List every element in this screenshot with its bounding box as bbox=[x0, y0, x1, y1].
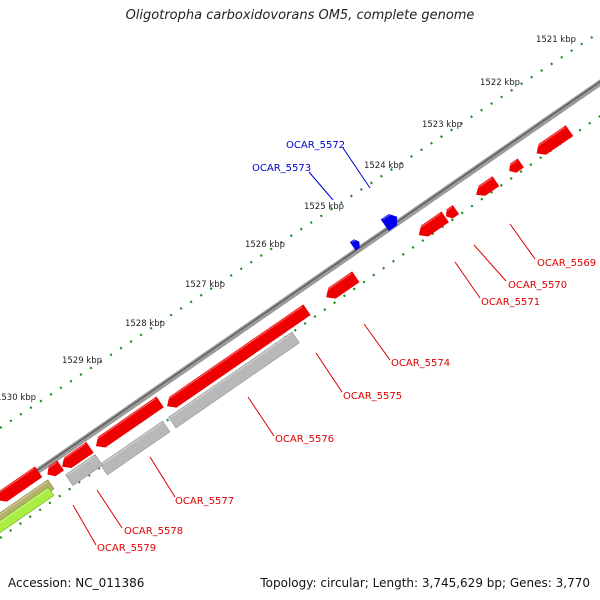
leader-ocar-5577 bbox=[149, 456, 176, 498]
leader-ocar-5576 bbox=[247, 396, 275, 437]
gene-label: OCAR_5579 bbox=[97, 543, 156, 554]
leader-ocar-5575 bbox=[315, 352, 343, 393]
gene-gray-long-shape bbox=[168, 331, 300, 429]
kbp-ticks: 1521 kbp 1522 kbp 1523 kbp 1524 kbp 1525 kbp… bbox=[0, 35, 576, 403]
gene-label: OCAR_5572 bbox=[286, 140, 345, 151]
kbp-tick-label: 1526 kbp bbox=[245, 240, 285, 250]
gene-ocar-5579-shape bbox=[0, 466, 43, 502]
kbp-tick-label: 1522 kbp bbox=[480, 78, 520, 88]
kbp-tick-label: 1527 kbp bbox=[185, 280, 225, 290]
leader-ocar-5579 bbox=[72, 504, 97, 546]
gene-ocar-5576-shape bbox=[94, 396, 164, 448]
leader-ocar-5572 bbox=[342, 147, 371, 189]
gene-labels: OCAR_5572 OCAR_5573 OCAR_5569 OCAR_5570 OCAR… bbox=[97, 140, 596, 554]
gene-ocar-5569b-shape bbox=[417, 211, 449, 237]
kbp-tick-label: 1529 kbp bbox=[62, 356, 102, 366]
gene-label: OCAR_5571 bbox=[481, 297, 540, 308]
leader-ocar-5570 bbox=[473, 244, 507, 282]
kbp-tick-label: 1524 kbp bbox=[364, 161, 404, 171]
kbp-tick-label: 1530 kbp bbox=[0, 393, 36, 403]
gene-label: OCAR_5576 bbox=[275, 434, 334, 445]
gene-ocar-5571b-shape bbox=[444, 205, 460, 219]
gene-label: OCAR_5577 bbox=[175, 496, 234, 507]
gene-ocar-5570-shape bbox=[508, 158, 524, 173]
topology-text: Topology: circular; Length: 3,745,629 bp… bbox=[260, 576, 590, 590]
outer-scale-line bbox=[0, 31, 600, 429]
leader-ocar-5578 bbox=[96, 489, 123, 529]
gene-label: OCAR_5578 bbox=[124, 526, 183, 537]
leader-ocar-5573 bbox=[308, 171, 334, 201]
gene-features bbox=[0, 125, 574, 548]
gene-ocar-5573-shape bbox=[349, 239, 360, 251]
leader-ocar-5569 bbox=[509, 223, 536, 260]
kbp-tick-label: 1525 kbp bbox=[304, 202, 344, 212]
leader-ocar-5571 bbox=[454, 261, 481, 299]
gene-label: OCAR_5574 bbox=[391, 358, 450, 369]
gene-ocar-5572-shape bbox=[380, 212, 398, 232]
label-leaders bbox=[72, 147, 536, 546]
gene-label: OCAR_5569 bbox=[537, 258, 596, 269]
gene-lime-shape bbox=[0, 486, 55, 548]
leader-ocar-5574 bbox=[363, 323, 391, 361]
gene-label: OCAR_5570 bbox=[508, 280, 567, 291]
gene-ocar-5569-shape bbox=[534, 125, 574, 155]
kbp-tick-label: 1523 kbp bbox=[422, 120, 462, 130]
gene-gray-short-shape bbox=[65, 454, 103, 486]
gene-ocar-5574-shape bbox=[324, 271, 360, 299]
gene-ocar-5575-shape bbox=[165, 304, 311, 408]
gene-ocar-5571a-shape bbox=[474, 176, 500, 196]
genome-backbone bbox=[0, 79, 600, 501]
gene-ocar-5577-shape bbox=[60, 441, 94, 469]
gene-ocar-5578-shape bbox=[45, 460, 64, 477]
kbp-tick-label: 1528 kbp bbox=[125, 319, 165, 329]
gene-label: OCAR_5575 bbox=[343, 391, 402, 402]
gene-olive-shape bbox=[0, 479, 55, 535]
inner-scale-line bbox=[0, 115, 600, 539]
kbp-tick-label: 1521 kbp bbox=[536, 35, 576, 45]
genome-title: Oligotropha carboxidovorans OM5, complet… bbox=[125, 8, 475, 23]
gene-label: OCAR_5573 bbox=[252, 163, 311, 174]
gene-gray-mid-shape bbox=[99, 420, 171, 476]
accession-text: Accession: NC_011386 bbox=[8, 576, 145, 590]
